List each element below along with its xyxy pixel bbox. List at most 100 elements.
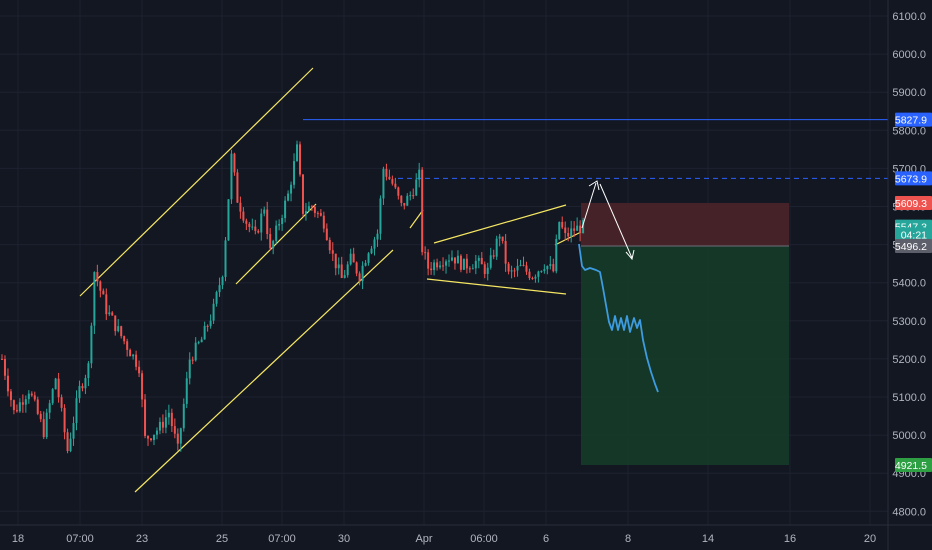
candle-body bbox=[370, 248, 373, 254]
time-axis-label: 16 bbox=[784, 533, 796, 545]
candle-body bbox=[480, 257, 483, 265]
candle-body bbox=[212, 303, 215, 321]
candle-body bbox=[117, 326, 120, 332]
candle-body bbox=[51, 389, 54, 404]
channel-lower-line[interactable] bbox=[134, 249, 394, 493]
candle-body bbox=[537, 271, 540, 277]
candle-body bbox=[141, 373, 144, 400]
candle-body bbox=[129, 349, 132, 357]
candle-body bbox=[60, 397, 63, 408]
candle-body bbox=[84, 378, 87, 389]
candle-body bbox=[570, 228, 573, 237]
candle-body bbox=[126, 341, 129, 350]
candle-body bbox=[391, 179, 394, 184]
price-axis-label: 6000.0 bbox=[892, 49, 926, 61]
candle-body bbox=[45, 412, 48, 438]
candle-body bbox=[152, 434, 155, 441]
time-axis-label: 18 bbox=[12, 533, 24, 545]
candle-body bbox=[1, 358, 3, 360]
candle-body bbox=[105, 294, 108, 315]
candle-body bbox=[266, 209, 269, 235]
candle-body bbox=[278, 223, 281, 226]
stop-loss-zone[interactable] bbox=[581, 202, 789, 247]
candle-body bbox=[150, 438, 152, 441]
price-axis-label: 6100.0 bbox=[892, 11, 926, 23]
candle-body bbox=[173, 426, 176, 434]
price-axis-label: 5900.0 bbox=[892, 87, 926, 99]
candle-body bbox=[540, 270, 543, 272]
channel-upper-line[interactable] bbox=[79, 67, 314, 297]
candle-body bbox=[477, 257, 480, 261]
wedge-lower-line[interactable] bbox=[426, 278, 567, 295]
candle-body bbox=[293, 161, 296, 185]
time-axis-label: 8 bbox=[625, 533, 631, 545]
price-tag-label: 5827.9 bbox=[895, 115, 927, 127]
candle-body bbox=[242, 211, 245, 221]
candle-body bbox=[442, 265, 445, 267]
candle-body bbox=[81, 385, 84, 389]
candle-body bbox=[582, 220, 585, 234]
price-axis-label: 5300.0 bbox=[892, 316, 926, 328]
candle-body bbox=[376, 233, 379, 240]
candle-body bbox=[221, 276, 224, 286]
candle-body bbox=[549, 264, 552, 267]
candle-body bbox=[546, 266, 549, 270]
price-tags: 5827.95673.95609.35547.304:215496.24921.… bbox=[895, 112, 932, 473]
candle-body bbox=[78, 385, 81, 399]
position-zones[interactable] bbox=[581, 202, 789, 466]
wedge-upper-line[interactable] bbox=[433, 204, 567, 244]
trendlines[interactable] bbox=[79, 67, 582, 493]
candle-body bbox=[63, 407, 66, 433]
candle-body bbox=[415, 179, 418, 196]
candle-body bbox=[385, 168, 388, 177]
candle-body bbox=[331, 250, 334, 254]
candle-body bbox=[260, 213, 263, 233]
price-axis-label: 5400.0 bbox=[892, 278, 926, 290]
candle-body bbox=[269, 234, 272, 249]
price-tag-box bbox=[895, 458, 932, 473]
take-profit-zone[interactable] bbox=[581, 246, 789, 466]
candle-body bbox=[567, 233, 570, 237]
candle-body bbox=[191, 359, 194, 361]
price-axis-label: 5000.0 bbox=[892, 430, 926, 442]
time-axis-label: 30 bbox=[338, 533, 350, 545]
candle-body bbox=[296, 144, 299, 162]
candle-body bbox=[275, 225, 278, 241]
candle-body bbox=[424, 252, 427, 254]
candle-body bbox=[430, 268, 433, 271]
candle-body bbox=[352, 253, 355, 263]
candle-body bbox=[218, 285, 221, 293]
candle-body bbox=[358, 273, 361, 282]
candle-body bbox=[412, 195, 415, 197]
horizontal-levels[interactable] bbox=[303, 119, 888, 179]
candle-body bbox=[93, 272, 96, 326]
inner-channel-line[interactable] bbox=[235, 203, 317, 285]
candle-body bbox=[233, 153, 236, 173]
candle-body bbox=[468, 268, 471, 270]
candle-body bbox=[6, 375, 9, 392]
candle-body bbox=[334, 253, 337, 269]
candle-body bbox=[203, 325, 206, 340]
price-tag-box bbox=[895, 239, 932, 254]
candle-body bbox=[579, 225, 582, 234]
price-tag-box bbox=[895, 171, 932, 186]
candle-body bbox=[251, 226, 254, 228]
candle-body bbox=[144, 399, 147, 436]
candle-body bbox=[39, 413, 42, 420]
time-axis-label: 23 bbox=[136, 533, 148, 545]
candle-body bbox=[176, 433, 179, 444]
candle-body bbox=[179, 428, 182, 444]
candle-body bbox=[364, 262, 367, 266]
small-flag-line[interactable] bbox=[409, 209, 424, 229]
candle-body bbox=[349, 253, 352, 265]
candle-body bbox=[525, 265, 528, 272]
time-axis[interactable]: 18 07:00 23 25 07:00 30 Apr 06:00 6 8 14 16 20 bbox=[12, 533, 876, 545]
candle-body bbox=[182, 403, 185, 429]
candle-body bbox=[346, 264, 349, 276]
candle-body bbox=[322, 215, 325, 229]
up-arrow-head bbox=[588, 180, 600, 191]
candle-body bbox=[227, 199, 230, 241]
candle-body bbox=[445, 261, 448, 266]
